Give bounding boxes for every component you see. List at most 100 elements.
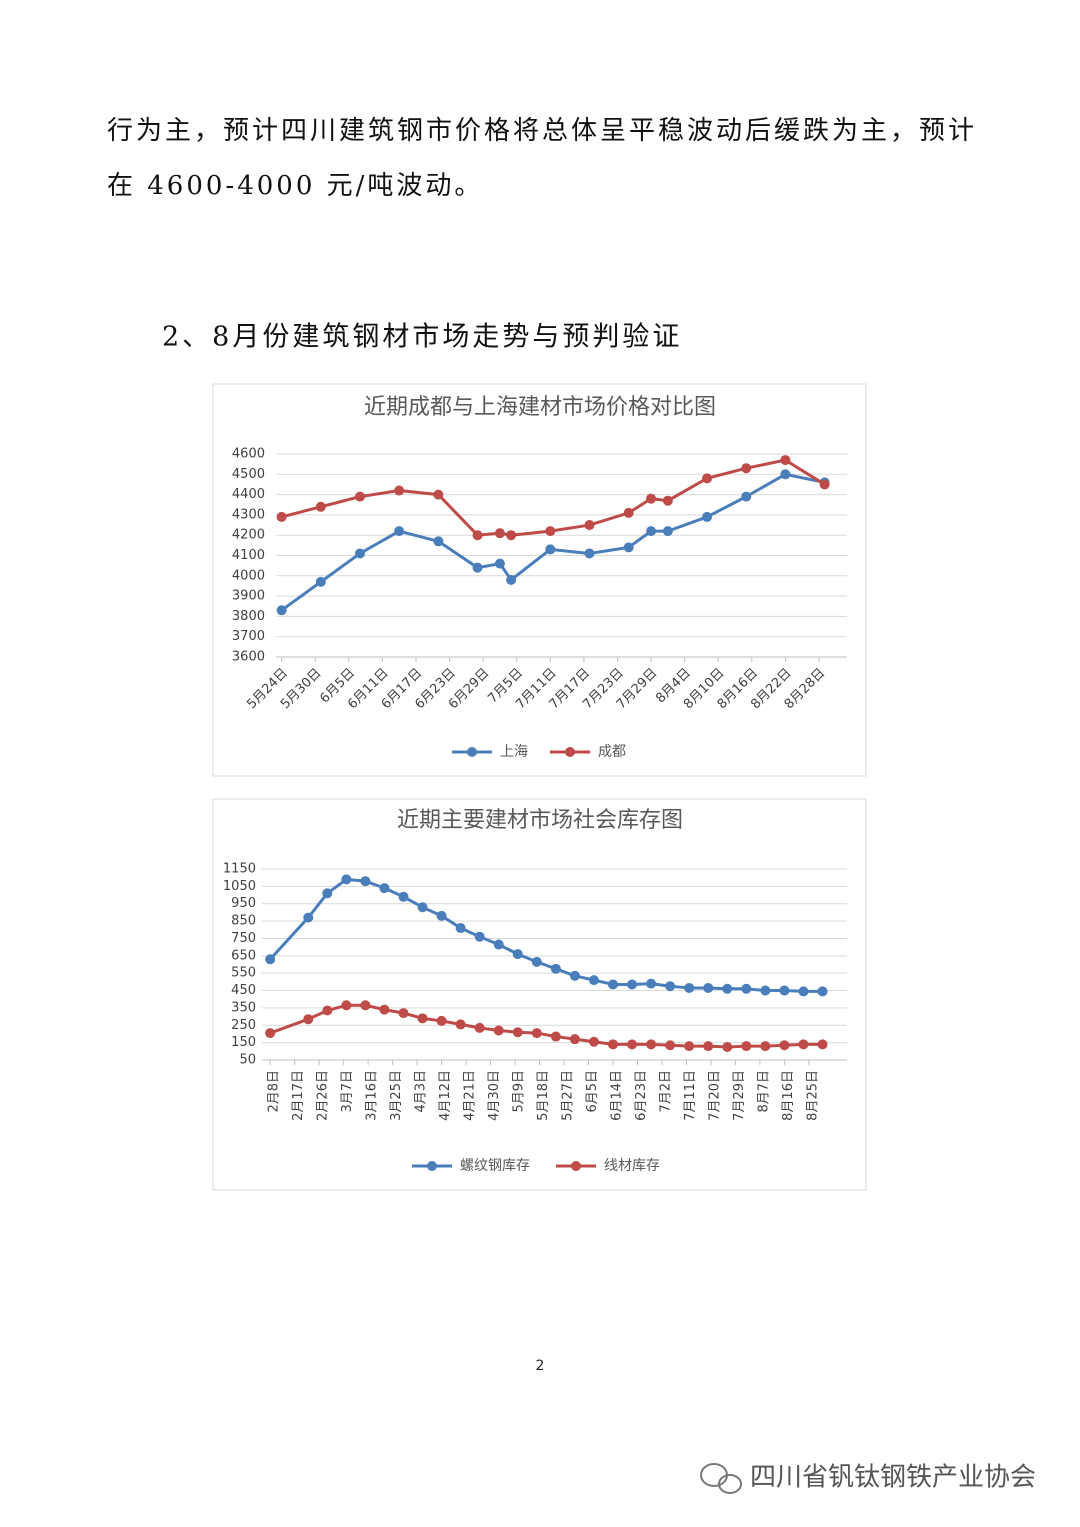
y-tick-label: 150	[231, 1035, 256, 1050]
data-point	[702, 511, 713, 522]
data-point	[436, 1015, 447, 1026]
data-point	[493, 939, 504, 950]
x-tick-label: 8月7日	[756, 1070, 771, 1113]
data-point	[341, 874, 352, 885]
paragraph-line: 在 4600-4000 元/吨波动。	[107, 171, 483, 201]
data-point	[379, 1004, 390, 1015]
data-point	[684, 1041, 695, 1052]
data-point	[722, 983, 733, 994]
chart-title: 近期成都与上海建材市场价格对比图	[364, 395, 716, 420]
data-point	[531, 956, 542, 967]
y-tick-label: 1050	[223, 879, 256, 894]
data-point	[436, 910, 447, 921]
data-point	[379, 883, 390, 894]
data-point	[584, 548, 595, 559]
data-point	[703, 1041, 714, 1052]
data-point	[398, 891, 409, 902]
data-point	[322, 1005, 333, 1016]
legend-marker	[571, 1161, 581, 1171]
data-point	[315, 576, 326, 587]
data-point	[394, 485, 405, 496]
data-point	[569, 1034, 580, 1045]
data-point	[741, 463, 752, 474]
x-tick-label: 6月23日	[634, 1070, 649, 1121]
x-tick-label: 4月30日	[487, 1070, 502, 1121]
data-point	[702, 473, 713, 484]
data-point	[493, 1025, 504, 1036]
y-tick-label: 550	[231, 966, 256, 981]
data-point	[819, 479, 830, 490]
data-point	[741, 1041, 752, 1052]
data-point	[627, 979, 638, 990]
data-point	[760, 1041, 771, 1052]
data-point	[455, 1019, 466, 1030]
data-point	[646, 493, 657, 504]
data-point	[512, 949, 523, 960]
data-point	[545, 544, 556, 555]
data-point	[322, 888, 333, 899]
data-point	[798, 1039, 809, 1050]
x-tick-label: 3月25日	[389, 1070, 404, 1121]
data-point	[662, 526, 673, 537]
data-point	[276, 511, 287, 522]
data-point	[531, 1028, 542, 1039]
legend-label: 成都	[598, 744, 626, 760]
x-tick-label: 7月2日	[658, 1070, 673, 1113]
data-point	[360, 1000, 371, 1011]
chart-frame	[212, 383, 867, 777]
data-point	[315, 501, 326, 512]
data-point	[569, 970, 580, 981]
x-tick-label: 6月14日	[610, 1070, 625, 1121]
y-tick-label: 4200	[232, 528, 265, 543]
data-point	[608, 979, 618, 990]
data-point	[341, 1000, 352, 1011]
data-point	[780, 455, 791, 466]
x-tick-label: 6月5日	[585, 1070, 600, 1113]
data-point	[623, 542, 634, 553]
y-tick-label: 4600	[232, 447, 265, 462]
data-point	[779, 1040, 790, 1051]
y-tick-label: 3900	[232, 589, 265, 604]
legend-marker	[565, 747, 575, 757]
data-point	[417, 1013, 428, 1024]
data-point	[545, 526, 556, 537]
y-tick-label: 4100	[232, 548, 265, 563]
y-tick-label: 50	[239, 1053, 256, 1068]
watermark: 四川省钒钛钢铁产业协会	[750, 1463, 1036, 1493]
page-number: 2	[536, 1358, 545, 1374]
data-point	[817, 986, 828, 997]
data-point	[798, 986, 809, 997]
x-tick-label: 2月26日	[316, 1070, 331, 1121]
y-tick-label: 450	[231, 983, 256, 998]
data-point	[303, 912, 314, 923]
data-point	[623, 507, 634, 518]
x-tick-label: 5月27日	[561, 1070, 576, 1121]
data-point	[550, 963, 561, 974]
data-point	[265, 1028, 276, 1039]
x-tick-label: 7月20日	[707, 1070, 722, 1121]
data-point	[506, 530, 517, 541]
y-tick-label: 4400	[232, 487, 265, 502]
data-point	[665, 1040, 676, 1051]
data-point	[472, 562, 483, 573]
data-point	[627, 1039, 638, 1050]
x-tick-label: 4月3日	[414, 1070, 429, 1113]
data-point	[662, 495, 673, 506]
legend-marker	[427, 1161, 437, 1171]
data-point	[741, 983, 752, 994]
data-point	[455, 923, 466, 934]
data-point	[354, 548, 365, 559]
chart-frame	[212, 798, 867, 1191]
y-tick-label: 3800	[232, 609, 265, 624]
x-tick-label: 2月17日	[291, 1070, 306, 1121]
data-point	[550, 1031, 561, 1042]
legend-label: 上海	[500, 744, 528, 760]
data-point	[608, 1039, 618, 1050]
y-tick-label: 4500	[232, 467, 265, 482]
data-point	[494, 558, 505, 569]
x-tick-label: 4月21日	[463, 1070, 478, 1121]
data-point	[512, 1027, 523, 1038]
data-point	[265, 954, 276, 965]
y-tick-label: 4000	[232, 568, 265, 583]
